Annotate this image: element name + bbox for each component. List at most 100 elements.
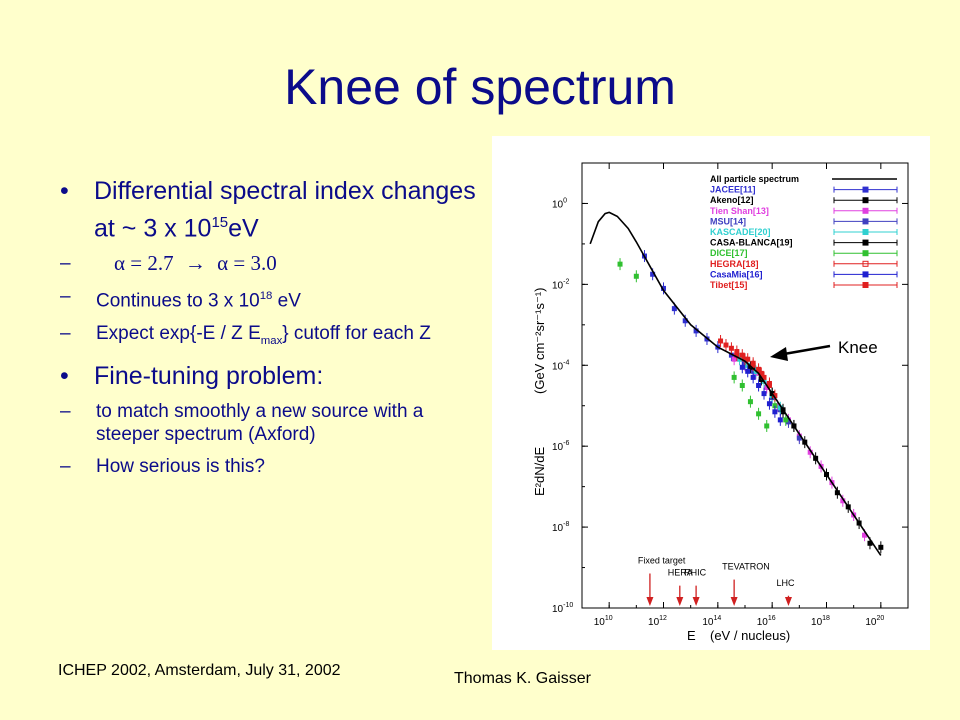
- data-point: [734, 349, 740, 355]
- data-point: [761, 391, 767, 397]
- accelerator-arrow-head: [676, 597, 684, 606]
- data-point: [747, 399, 753, 405]
- data-point: [766, 401, 772, 407]
- legend-label: DICE[17]: [710, 248, 748, 258]
- x-tick-label: 1020: [865, 615, 884, 628]
- data-point: [862, 532, 868, 538]
- legend-label: JACEE[11]: [710, 185, 756, 195]
- data-point: [758, 376, 764, 382]
- continues-text: Continues to 3 x 10: [96, 290, 260, 312]
- data-point: [807, 449, 813, 455]
- data-point: [745, 362, 751, 368]
- data-point: [750, 360, 756, 366]
- accelerator-arrow-head: [692, 597, 700, 606]
- legend-marker: [862, 218, 869, 225]
- bullet-text: Fine-tuning problem:: [94, 362, 324, 391]
- y-axis-unit: (GeV cm⁻²sr⁻¹s⁻¹): [532, 287, 547, 394]
- x-tick-label: 1014: [702, 615, 721, 628]
- x-axis-label: E: [687, 628, 696, 643]
- data-point: [745, 356, 751, 362]
- data-point: [761, 374, 767, 380]
- y-tick-label: 10-8: [552, 521, 569, 534]
- continues-unit: eV: [272, 290, 301, 312]
- cutoff-subscript: max: [260, 334, 283, 347]
- alpha-from: α = 2.7: [114, 251, 174, 276]
- data-point: [739, 383, 745, 388]
- data-point: [718, 338, 724, 344]
- dash: –: [60, 401, 71, 423]
- arrow-right-icon: →: [184, 251, 206, 276]
- knee-arrow-head: [770, 347, 788, 361]
- accelerator-label: Fixed target: [638, 556, 686, 566]
- legend-label: Akeno[12]: [710, 195, 754, 205]
- sub-bullet-continues: – Continues to 3 x 1018 eV: [60, 285, 480, 312]
- legend-label: HEGRA[18]: [710, 259, 759, 269]
- dash: –: [60, 456, 71, 478]
- data-point: [878, 544, 884, 550]
- data-point: [772, 393, 778, 399]
- data-point: [764, 423, 770, 429]
- data-point: [783, 417, 789, 423]
- data-point: [777, 417, 783, 423]
- data-point: [728, 345, 734, 351]
- y-tick-label: 10-4: [552, 359, 569, 372]
- bullet-list: • Differential spectral index changes at…: [60, 176, 480, 487]
- legend-marker: [862, 271, 869, 278]
- dash: –: [60, 322, 71, 344]
- y-axis-label: E²dN/dE: [532, 447, 547, 496]
- data-point: [731, 356, 737, 362]
- data-point: [661, 285, 666, 291]
- y-tick-label: 10-2: [552, 278, 569, 291]
- data-point: [723, 342, 729, 348]
- legend-label: CASA-BLANCA[19]: [710, 238, 793, 248]
- data-point: [796, 435, 802, 441]
- data-point: [867, 540, 873, 546]
- dash: –: [60, 286, 71, 308]
- data-point: [633, 273, 639, 279]
- serious-text: How serious is this?: [96, 456, 265, 478]
- footer-author: Thomas K. Gaisser: [454, 670, 591, 687]
- legend-marker: [862, 260, 869, 267]
- legend-label: KASCADE[20]: [710, 227, 771, 237]
- legend-label: MSU[14]: [710, 216, 746, 226]
- data-point: [777, 405, 783, 411]
- data-point: [834, 490, 840, 496]
- knee-arrow: [783, 344, 831, 356]
- data-point: [785, 419, 791, 425]
- bullet-exponent: 15: [211, 214, 229, 231]
- spectrum-figure: 100 10-2 10-4 10-6 10-8 10-10 1010 1012 1014 1016…: [492, 136, 930, 650]
- accelerator-label: TEVATRON: [722, 562, 770, 572]
- dash: –: [60, 253, 71, 275]
- legend-marker: [862, 239, 869, 246]
- legend-label: CasaMia[16]: [710, 269, 763, 279]
- data-point: [750, 368, 756, 374]
- legend-label: All particle spectrum: [710, 174, 799, 184]
- data-point: [682, 318, 688, 324]
- accelerator-arrow-head: [730, 597, 738, 606]
- data-point: [671, 306, 677, 312]
- x-tick-label: 1018: [811, 615, 830, 628]
- y-tick-label: 10-10: [552, 602, 573, 615]
- slide-title: Knee of spectrum: [284, 59, 676, 115]
- data-point: [840, 498, 846, 504]
- data-point: [764, 385, 770, 391]
- data-point: [758, 370, 764, 376]
- sub-bullet-cutoff: – Expect exp{-E / Z Emax} cutoff for eac…: [60, 322, 480, 353]
- data-point: [772, 403, 778, 409]
- sub-bullet-match: – to match smoothly a new source with a …: [60, 400, 480, 446]
- x-tick-label: 1012: [648, 615, 667, 628]
- x-tick-label: 1010: [594, 615, 613, 628]
- bullet-fine-tuning: • Fine-tuning problem:: [60, 361, 480, 392]
- continues-exponent: 18: [259, 290, 273, 303]
- cutoff-text: Expect exp{-E / Z E: [96, 322, 261, 344]
- accelerator-arrow-head: [784, 597, 792, 606]
- data-point: [742, 356, 748, 362]
- data-point: [728, 352, 734, 358]
- x-tick-label: 1016: [757, 615, 776, 628]
- all-particle-curve: [589, 211, 882, 556]
- sub-bullet-alpha: – α = 2.7 → α = 3.0: [60, 252, 480, 276]
- data-point: [650, 271, 656, 277]
- accelerator-label: RHIC: [684, 568, 706, 578]
- sub-bullet-serious: – How serious is this?: [60, 455, 480, 478]
